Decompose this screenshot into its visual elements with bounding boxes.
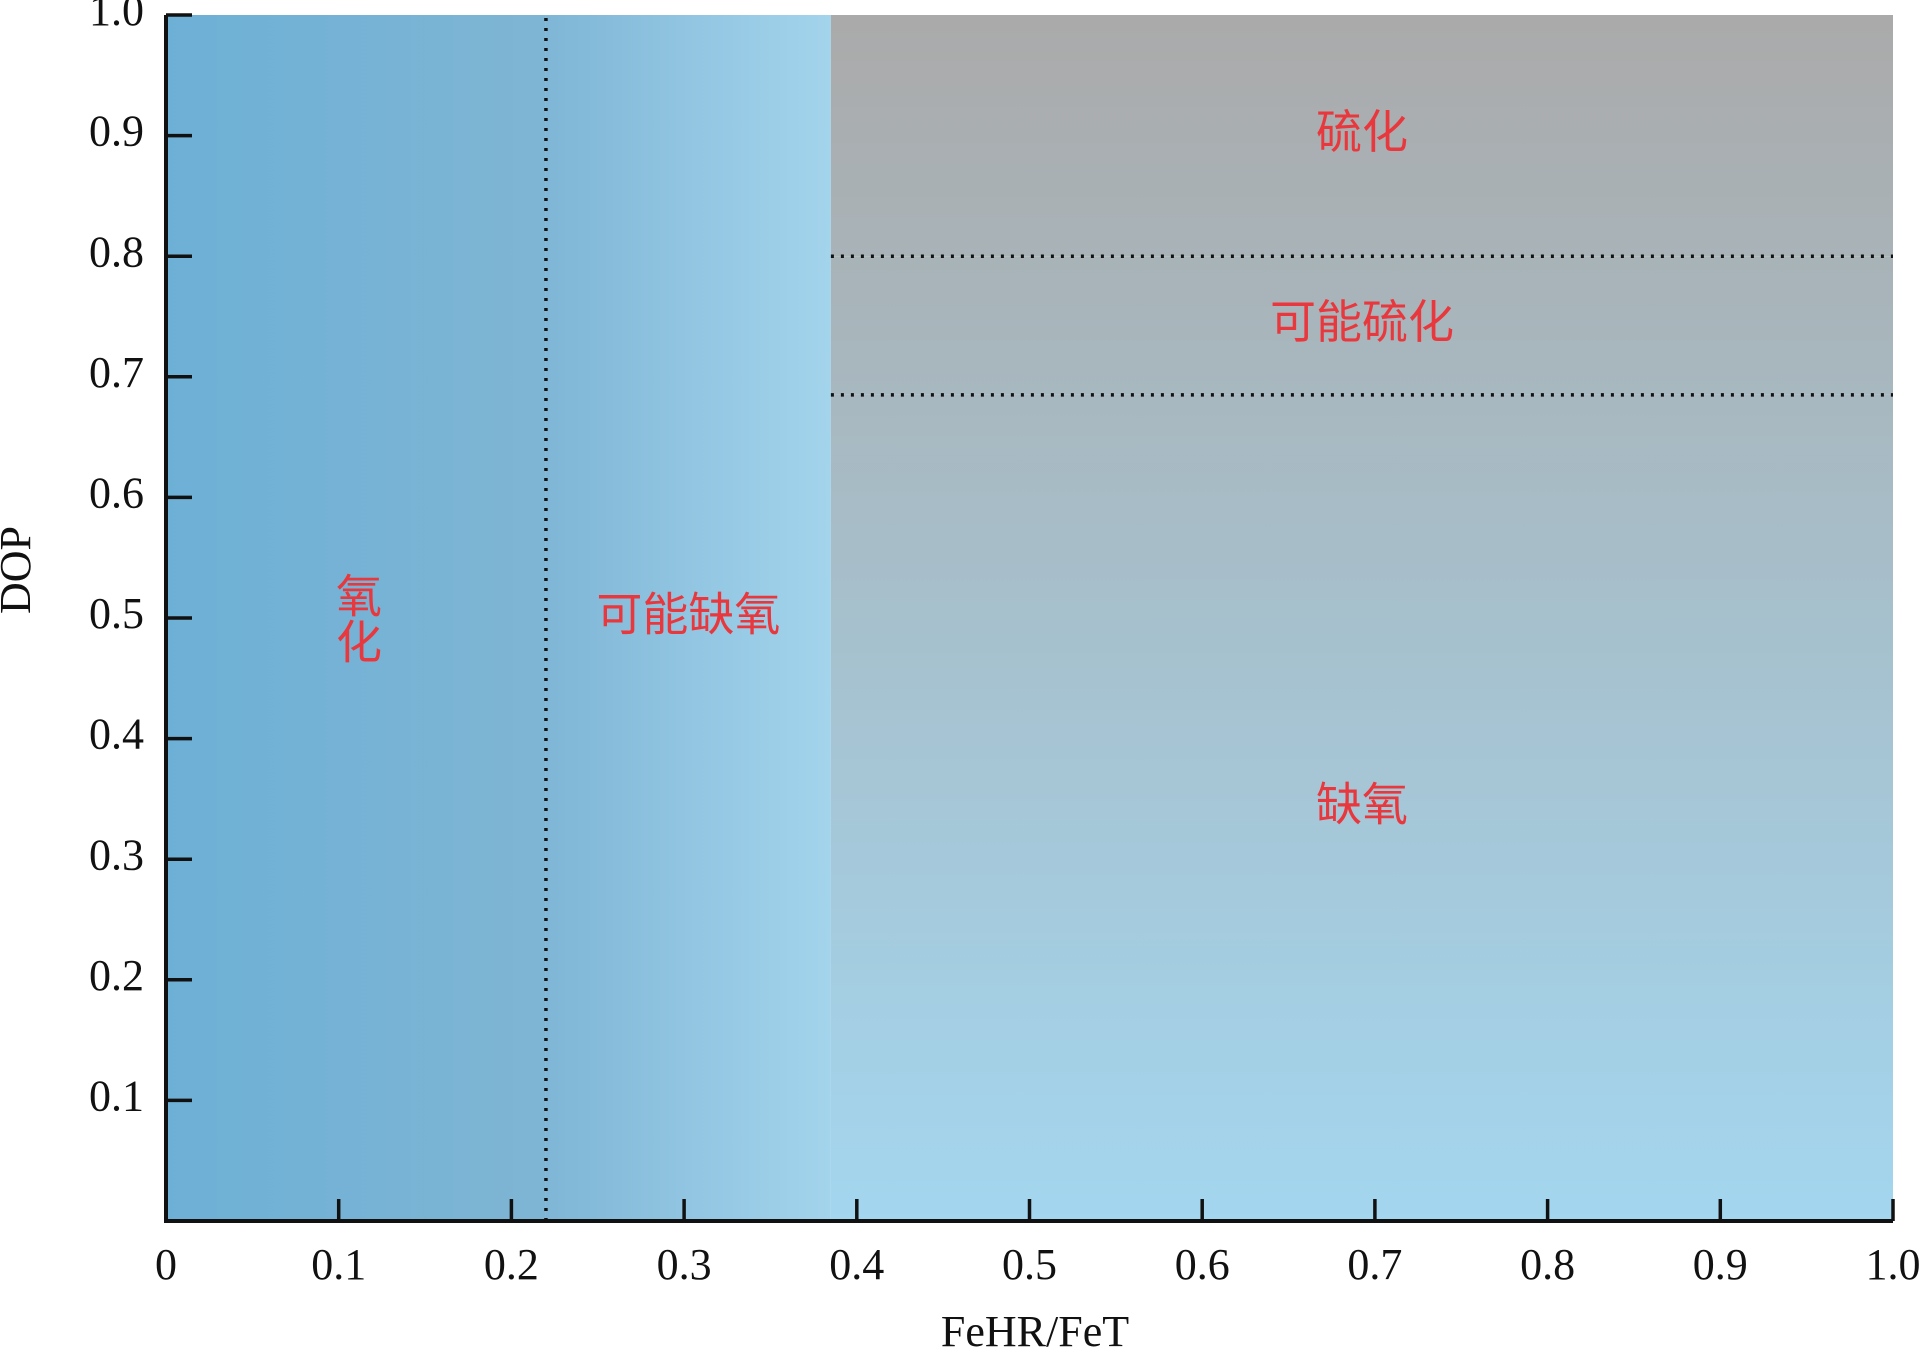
region bbox=[166, 15, 546, 1221]
y-tick-label: 0.8 bbox=[89, 227, 144, 276]
x-tick-label: 0 bbox=[155, 1240, 177, 1289]
regions bbox=[166, 15, 1893, 1221]
region-label: 可能缺氧 bbox=[596, 588, 780, 642]
y-tick-label: 0.6 bbox=[89, 468, 144, 517]
region-label: 可能硫化 bbox=[1270, 295, 1454, 349]
x-tick-label: 0.1 bbox=[311, 1240, 366, 1289]
y-axis-label: DOP bbox=[0, 526, 40, 614]
y-tick-label: 0.4 bbox=[89, 710, 144, 759]
y-tick-label: 1.0 bbox=[89, 0, 144, 35]
x-tick-label: 0.8 bbox=[1520, 1240, 1575, 1289]
region bbox=[830, 256, 1893, 395]
region bbox=[830, 394, 1893, 1221]
y-tick-label: 0.2 bbox=[89, 951, 144, 1000]
y-tick-label: 0.7 bbox=[89, 348, 144, 397]
x-tick-label: 0.9 bbox=[1693, 1240, 1748, 1289]
x-tick-label: 1.0 bbox=[1866, 1240, 1921, 1289]
region-label: 缺氧 bbox=[1316, 777, 1408, 831]
x-tick-label: 0.2 bbox=[484, 1240, 539, 1289]
x-tick-label: 0.5 bbox=[1002, 1240, 1057, 1289]
y-tick-label: 0.5 bbox=[89, 589, 144, 638]
x-tick-label: 0.4 bbox=[829, 1240, 884, 1289]
region-label: 硫化 bbox=[1316, 105, 1408, 159]
region bbox=[545, 15, 831, 1221]
x-tick-label: 0.3 bbox=[657, 1240, 712, 1289]
region bbox=[830, 15, 1893, 257]
y-tick-label: 0.9 bbox=[89, 107, 144, 156]
x-axis-label: FeHR/FeT bbox=[941, 1307, 1129, 1356]
region-label: 氧化 bbox=[329, 572, 383, 664]
x-tick-label: 0.7 bbox=[1347, 1240, 1402, 1289]
y-tick-label: 0.3 bbox=[89, 830, 144, 879]
y-tick-label: 0.1 bbox=[89, 1071, 144, 1120]
x-tick-label: 0.6 bbox=[1175, 1240, 1230, 1289]
